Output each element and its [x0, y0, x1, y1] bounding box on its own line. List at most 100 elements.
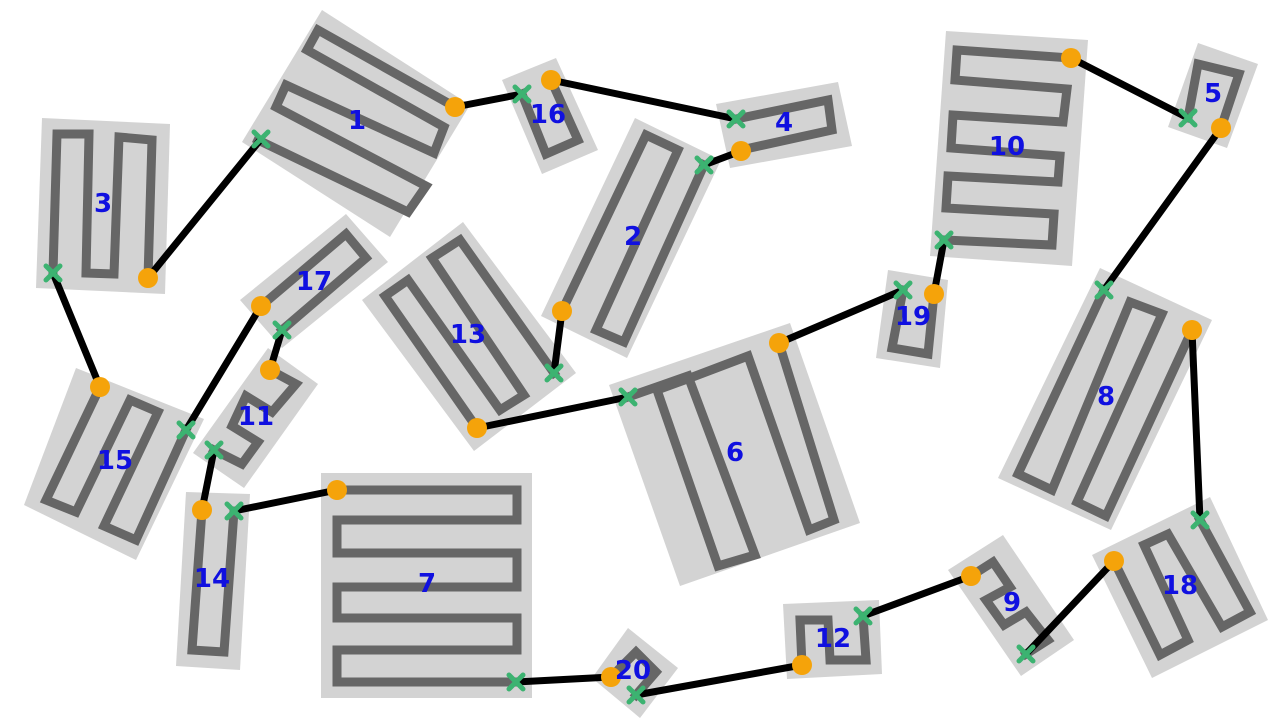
start-pins [90, 48, 1231, 687]
block-1-serpentine [251, 23, 462, 218]
start-pin-icon [1104, 551, 1124, 571]
block-14-label: 14 [194, 564, 230, 594]
block-1-label: 1 [348, 106, 366, 136]
end-pin-icon [694, 155, 714, 175]
wire-2-to-13 [550, 307, 566, 377]
wire-17-to-15 [182, 302, 265, 434]
start-pin-icon [90, 377, 110, 397]
wire-5-to-8 [1100, 124, 1225, 294]
end-pin-icon [934, 230, 954, 250]
wire-15-to-3 [49, 269, 104, 391]
start-pin-icon [251, 296, 271, 316]
end-pin-icon [204, 440, 224, 460]
block-4-label: 4 [775, 108, 793, 138]
wire-10-to-5 [1067, 54, 1192, 122]
wire-7-to-14 [230, 486, 341, 515]
block-13-label: 13 [450, 320, 486, 350]
block-17-label: 17 [296, 267, 332, 297]
end-pin-icon [1016, 644, 1036, 664]
wire-12-to-20 [632, 661, 806, 699]
start-pin-icon [924, 284, 944, 304]
block-18-label: 18 [1162, 571, 1198, 601]
end-pin-icon [726, 109, 746, 129]
block-4-serpentine [730, 94, 838, 156]
wire-13-to-6 [473, 393, 632, 432]
block-3-label: 3 [94, 189, 112, 219]
block-11-label: 11 [238, 402, 274, 432]
connection-wires [49, 54, 1225, 699]
block-12-serpentine [795, 611, 871, 670]
start-pin-icon [552, 301, 572, 321]
block-5-serpentine [1182, 58, 1245, 134]
block-15-serpentine [39, 380, 192, 546]
end-pin-icon [251, 129, 271, 149]
end-pin-icon [224, 501, 244, 521]
end-pin-icon [1094, 280, 1114, 300]
start-pin-icon [792, 655, 812, 675]
wire-20-to-7 [512, 673, 615, 686]
block-18-bg [1092, 497, 1268, 678]
block-7-serpentine [332, 485, 522, 687]
wire-16-to-4 [547, 76, 740, 123]
block-6-label: 6 [726, 438, 744, 468]
start-pin-icon [260, 360, 280, 380]
block-9-label: 9 [1003, 588, 1021, 618]
block-19-label: 19 [895, 302, 931, 332]
block-3-bg [36, 118, 170, 294]
end-pin-icon [512, 84, 532, 104]
end-pin-icon [506, 672, 526, 692]
end-pin-icon [1178, 108, 1198, 128]
block-7-label: 7 [418, 569, 436, 599]
end-pin-icon [1190, 510, 1210, 530]
block-2-label: 2 [624, 222, 642, 252]
start-pin-icon [601, 667, 621, 687]
block-16-serpentine [516, 74, 584, 160]
end-pin-icon [176, 420, 196, 440]
start-pin-icon [769, 333, 789, 353]
block-20-label: 20 [615, 656, 651, 686]
block-3-serpentine [48, 129, 157, 283]
block-20-serpentine [604, 645, 663, 702]
start-pin-icon [541, 70, 561, 90]
start-pin-icon [138, 268, 158, 288]
block-6-serpentine [622, 337, 840, 572]
serpentine-tracks [39, 23, 1257, 702]
block-10-label: 10 [989, 132, 1025, 162]
end-pins [43, 84, 1210, 705]
block-20-bg [592, 628, 678, 718]
start-pin-icon [192, 500, 212, 520]
wire-8-to-18 [1188, 326, 1204, 524]
end-pin-icon [618, 387, 638, 407]
wire-1-to-16 [451, 90, 526, 111]
block-8-bg [998, 268, 1212, 530]
block-19-serpentine [886, 284, 939, 360]
block-10-serpentine [939, 45, 1076, 250]
wire-3-to-1 [144, 135, 265, 282]
block-16-label: 16 [530, 100, 566, 130]
block-11-serpentine [207, 363, 304, 470]
end-pin-icon [544, 363, 564, 383]
block-2-serpentine [556, 129, 710, 348]
block-8-label: 8 [1097, 382, 1115, 412]
block-12-label: 12 [815, 624, 851, 654]
block-18-serpentine [1107, 513, 1257, 662]
wire-6-to-19 [775, 286, 907, 347]
block-labels: 1 2 3 4 5 6 7 8 9 10 11 12 13 14 15 16 1… [94, 79, 1222, 686]
block-17-bg [240, 214, 388, 348]
block-2-bg [541, 118, 721, 358]
block-backgrounds [24, 10, 1268, 718]
block-15-label: 15 [97, 446, 133, 476]
end-pin-icon [853, 606, 873, 626]
block-13-serpentine [378, 233, 561, 435]
block-8-serpentine [1012, 284, 1198, 523]
block-17-serpentine [254, 227, 373, 337]
block-5-label: 5 [1204, 79, 1222, 109]
start-pin-icon [467, 418, 487, 438]
end-pin-icon [626, 685, 646, 705]
end-pin-icon [43, 263, 63, 283]
end-pin-icon [893, 280, 913, 300]
start-pin-icon [961, 566, 981, 586]
start-pin-icon [445, 97, 465, 117]
start-pin-icon [731, 141, 751, 161]
